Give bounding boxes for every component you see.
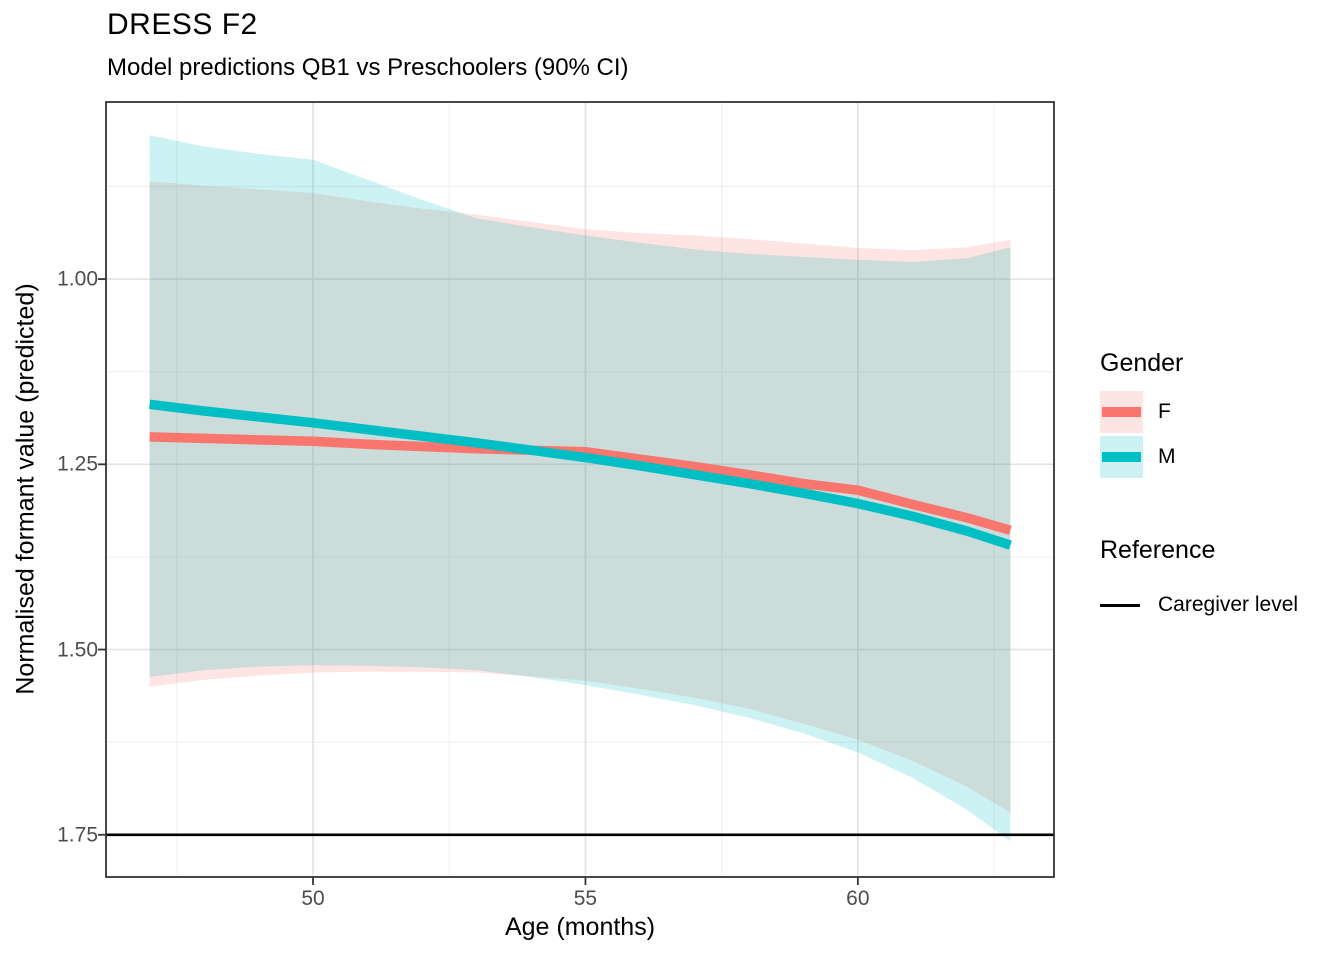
legend-label-caregiver-level: Caregiver level: [1158, 593, 1299, 616]
legend-label-m: M: [1158, 445, 1176, 468]
y-tick-label: 1.75: [57, 823, 98, 847]
legend-title-reference: Reference: [1100, 536, 1216, 564]
legend-item-m: M: [1100, 436, 1176, 478]
ci-ribbon-f: [149, 181, 1011, 813]
x-tick-label: 55: [573, 887, 598, 910]
legend-title-gender: Gender: [1100, 349, 1184, 377]
trend-line-m: [149, 399, 1012, 550]
legend-key-m-ribbon-swatch: [1100, 436, 1143, 478]
legend-key-reference-line-swatch: [1100, 603, 1140, 607]
chart-title: DRESS F2: [107, 8, 258, 41]
legend-key-f-line-swatch: [1102, 407, 1141, 417]
legend-label-f: F: [1158, 400, 1171, 423]
legend-key-f-ribbon-swatch: [1100, 391, 1143, 433]
legend-item-f: F: [1100, 391, 1171, 433]
y-tick-label: 1.50: [57, 638, 98, 662]
y-tick-label: 1.25: [57, 452, 98, 476]
legend-key-reference-swatch-wrap: [1100, 588, 1143, 622]
legend-key-m-line-swatch: [1102, 452, 1141, 462]
trend-line-f: [149, 432, 1012, 535]
x-tick-label: 50: [301, 887, 325, 910]
x-tick-label: 60: [846, 887, 870, 910]
y-axis-title: Normalised formant value (predicted): [11, 283, 40, 695]
x-axis-title: Age (months): [504, 913, 656, 941]
ci-ribbon-m: [149, 135, 1011, 842]
panel-border: [105, 101, 1055, 878]
panel-background: [106, 102, 1054, 877]
y-tick-label: 1.00: [57, 267, 98, 291]
chart-subtitle: Model predictions QB1 vs Preschoolers (9…: [107, 54, 629, 81]
legend-item-caregiver-level: Caregiver level: [1100, 588, 1298, 622]
